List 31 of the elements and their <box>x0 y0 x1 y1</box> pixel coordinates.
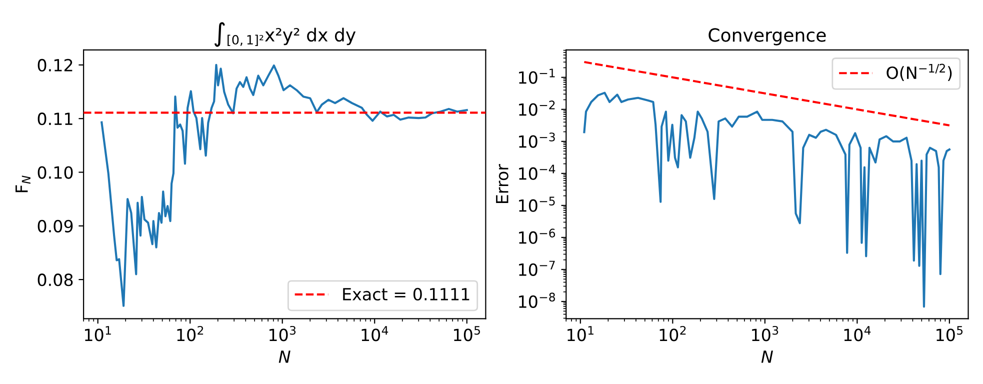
x-tick-label: 10$^{3}$ <box>270 326 296 342</box>
y-tick-label: 10$^{−2}$ <box>519 100 555 116</box>
x-tick-label: 10$^{5}$ <box>936 326 963 342</box>
y-tick-label: 0.10 <box>38 166 73 179</box>
x-tick-label: 10$^{3}$ <box>752 326 778 342</box>
y-tick-label: 10$^{−3}$ <box>519 132 555 148</box>
legend-label: Exact = 0.1111 <box>343 288 470 300</box>
y-tick-label: 0.12 <box>38 58 72 72</box>
x-axis-title: N <box>761 350 773 363</box>
x-tick-label: 10$^{2}$ <box>177 326 204 342</box>
x-tick-label: 10$^{4}$ <box>844 326 871 342</box>
x-axis-title: N <box>278 350 290 363</box>
x-tick-label: 10$^{2}$ <box>660 326 686 342</box>
x-tick-label: 10$^{1}$ <box>568 326 594 342</box>
legend-label: O(N$^{−1/2}$) <box>886 64 952 82</box>
y-tick-label: 10$^{−6}$ <box>519 228 556 244</box>
y-tick-label: 10$^{−4}$ <box>519 164 556 180</box>
y-tick-label: 0.11 <box>38 112 72 126</box>
x-tick-label: 10$^{1}$ <box>85 326 111 342</box>
y-tick-label: 10$^{−8}$ <box>519 292 555 308</box>
y-axis-title: Error <box>496 164 508 203</box>
chart-title: Convergence <box>708 28 826 46</box>
y-axis-title: F$_{N}$ <box>16 176 30 192</box>
chart-title: ∫$_{[0,1]²}$x²y² dx dy <box>214 22 356 47</box>
x-tick-label: 10$^{5}$ <box>454 326 480 342</box>
y-tick-label: 10$^{−5}$ <box>519 196 555 212</box>
x-tick-label: 10$^{4}$ <box>362 326 388 342</box>
y-tick-label: 0.08 <box>38 274 73 286</box>
y-tick-label: 10$^{−7}$ <box>519 260 555 276</box>
y-tick-label: 10$^{−1}$ <box>519 68 555 84</box>
y-tick-label: 0.09 <box>38 220 73 232</box>
